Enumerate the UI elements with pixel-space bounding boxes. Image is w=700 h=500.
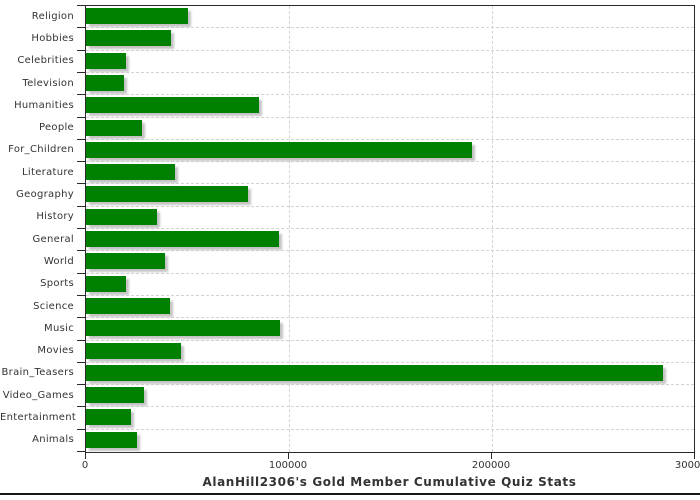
horizontal-gridline [86, 384, 694, 386]
category-label: World [43, 255, 74, 267]
horizontal-gridline [86, 205, 694, 207]
chart-title: AlanHill2306's Gold Member Cumulative Qu… [202, 475, 577, 489]
horizontal-gridline [86, 294, 694, 296]
y-axis-tick [77, 71, 85, 73]
category-label: Celebrities [17, 55, 74, 67]
bar-world [86, 253, 165, 270]
horizontal-gridline [86, 27, 694, 29]
category-label: History [36, 211, 74, 223]
y-axis-tick [77, 138, 85, 140]
y-axis-tick [77, 27, 85, 29]
y-axis-tick [77, 49, 85, 51]
x-axis-tick-label: 0 [81, 460, 89, 471]
bar-animals [86, 431, 137, 448]
horizontal-gridline [86, 272, 694, 274]
y-axis-tick [77, 5, 85, 6]
horizontal-gridline [86, 116, 694, 118]
category-label: Entertainment [0, 412, 77, 424]
y-axis-tick [77, 228, 85, 229]
bar-religion [86, 8, 188, 24]
category-label: Music [44, 322, 74, 334]
bar-history [86, 208, 157, 225]
bottom-divider-line [0, 493, 700, 495]
y-axis-tick [77, 451, 85, 452]
horizontal-gridline [86, 71, 694, 73]
bar-general [86, 231, 279, 247]
category-label: Sports [40, 278, 74, 290]
horizontal-gridline [86, 317, 694, 319]
y-axis-tick [77, 250, 85, 252]
x-axis-tick-label: 300000 [674, 460, 700, 471]
horizontal-gridline [86, 361, 694, 363]
y-axis-tick [77, 428, 85, 430]
category-label: Geography [16, 189, 74, 201]
category-label: Humanities [14, 99, 74, 111]
y-axis-tick [77, 384, 85, 386]
y-axis-tick [77, 272, 85, 274]
bar-geography [86, 186, 248, 203]
horizontal-gridline [86, 228, 694, 229]
bar-video_games [86, 387, 144, 404]
category-label: General [32, 233, 74, 245]
y-axis-tick [77, 339, 85, 341]
category-label: Science [33, 300, 74, 312]
horizontal-gridline [86, 183, 694, 185]
horizontal-gridline [86, 94, 694, 96]
bar-brain_teasers [86, 364, 663, 381]
category-label: People [38, 122, 74, 134]
x-axis-tick [288, 453, 289, 459]
x-axis-tick [694, 453, 695, 459]
y-axis-tick [77, 294, 85, 296]
horizontal-gridline [86, 406, 694, 408]
category-label: Video_Games [2, 389, 74, 401]
bar-television [86, 74, 124, 91]
category-label: Brain_Teasers [1, 367, 74, 379]
bar-hobbies [86, 30, 171, 47]
bar-celebrities [86, 52, 126, 69]
horizontal-gridline [86, 49, 694, 51]
y-axis-tick [77, 317, 85, 319]
y-axis-tick [77, 205, 85, 207]
category-label: Animals [32, 434, 74, 446]
plot-area [85, 5, 695, 453]
vertical-gridline [289, 6, 290, 452]
bar-entertainment [86, 409, 131, 426]
bar-science [86, 297, 170, 314]
horizontal-gridline [86, 161, 694, 163]
bar-humanities [86, 97, 259, 114]
category-label: For_Children [8, 144, 74, 156]
y-axis-tick [77, 406, 85, 408]
category-label: Literature [22, 166, 74, 178]
x-axis-tick-label: 200000 [471, 460, 511, 471]
x-axis-tick [491, 453, 492, 459]
category-label: Religion [31, 10, 74, 22]
bar-for_children [86, 141, 472, 158]
x-axis-tick [85, 453, 86, 459]
category-label: Hobbies [31, 32, 74, 44]
horizontal-gridline [86, 138, 694, 140]
bar-music [86, 320, 280, 337]
y-axis-tick [77, 161, 85, 163]
bar-people [86, 119, 142, 136]
horizontal-gridline [86, 250, 694, 252]
bar-movies [86, 342, 181, 359]
bar-sports [86, 275, 126, 292]
horizontal-gridline [86, 339, 694, 341]
horizontal-gridline [86, 428, 694, 430]
y-axis-tick [77, 94, 85, 96]
x-axis-tick-label: 100000 [268, 460, 308, 471]
y-axis-tick [77, 183, 85, 185]
vertical-gridline [492, 6, 493, 452]
y-axis-tick [77, 361, 85, 363]
y-axis-tick [77, 116, 85, 118]
bar-literature [86, 164, 175, 181]
category-label: Television [22, 77, 74, 89]
category-label: Movies [37, 345, 74, 357]
